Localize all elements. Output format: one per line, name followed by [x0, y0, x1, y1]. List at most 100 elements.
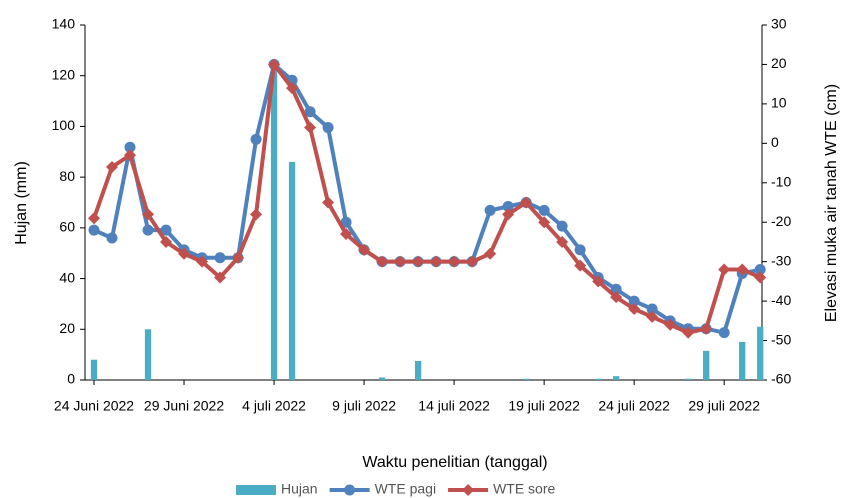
- y2-tick-label: -60: [771, 371, 791, 387]
- x-axis-label: Waktu penelitian (tanggal): [362, 454, 547, 471]
- bar: [685, 378, 692, 380]
- marker: [358, 243, 371, 256]
- y-tick-label: 20: [59, 320, 75, 336]
- marker: [484, 247, 497, 260]
- bar: [739, 341, 746, 380]
- marker: [484, 204, 496, 216]
- legend-label: Hujan: [281, 481, 318, 497]
- x-tick-label: 9 juli 2022: [332, 398, 396, 414]
- marker: [556, 220, 568, 232]
- marker: [754, 271, 767, 284]
- y2-tick-label: -40: [771, 292, 791, 308]
- bar: [414, 360, 422, 380]
- marker: [88, 212, 101, 225]
- marker: [322, 122, 334, 134]
- y-tick-label: 60: [59, 219, 75, 235]
- marker: [520, 196, 533, 209]
- marker: [124, 149, 137, 162]
- y2-axis-label: Elevasi muka air tanah WTE (cm): [823, 84, 840, 322]
- x-tick-label: 24 Juni 2022: [54, 398, 134, 414]
- marker: [340, 228, 353, 241]
- marker: [304, 121, 317, 134]
- x-tick-label: 19 juli 2022: [508, 398, 580, 414]
- marker: [610, 283, 622, 295]
- marker: [178, 247, 191, 260]
- legend-marker: [344, 484, 356, 496]
- x-tick-label: 29 juli 2022: [688, 398, 760, 414]
- marker: [628, 295, 640, 307]
- y2-tick-label: 30: [771, 16, 787, 32]
- bar: [90, 359, 98, 380]
- x-tick-label: 29 Juni 2022: [144, 398, 224, 414]
- marker: [718, 263, 731, 276]
- marker: [106, 232, 118, 244]
- bar: [378, 377, 386, 380]
- bar: [757, 326, 764, 380]
- bar: [613, 376, 620, 380]
- marker: [736, 263, 749, 276]
- marker: [718, 327, 730, 339]
- marker: [106, 161, 119, 173]
- marker: [376, 255, 389, 268]
- y-axis-label: Hujan (mm): [13, 161, 30, 245]
- marker: [574, 244, 586, 256]
- marker: [502, 208, 515, 221]
- marker: [268, 58, 281, 71]
- marker: [646, 310, 659, 323]
- y-tick-label: 100: [52, 117, 76, 133]
- marker: [682, 326, 695, 339]
- marker: [448, 255, 461, 268]
- line: [92, 62, 762, 335]
- x-tick-label: 4 juli 2022: [242, 398, 306, 414]
- y-tick-label: 140: [52, 16, 76, 32]
- marker: [124, 141, 136, 153]
- marker: [412, 255, 425, 268]
- legend-label: WTE pagi: [375, 481, 436, 497]
- y-tick-label: 120: [52, 66, 76, 82]
- marker: [646, 303, 658, 315]
- y-tick-label: 80: [59, 168, 75, 184]
- marker: [160, 224, 172, 236]
- bar: [270, 65, 278, 381]
- marker: [88, 224, 100, 236]
- marker: [700, 322, 713, 335]
- marker: [214, 271, 227, 284]
- marker: [556, 235, 569, 248]
- marker: [340, 216, 352, 228]
- marker: [214, 252, 226, 264]
- marker: [610, 291, 623, 304]
- marker: [628, 303, 641, 315]
- marker: [574, 259, 587, 272]
- y2-tick-label: 10: [771, 95, 787, 111]
- marker: [664, 318, 677, 331]
- marker: [502, 200, 514, 212]
- marker: [466, 255, 479, 268]
- marker: [394, 255, 407, 268]
- y-tick-label: 0: [67, 371, 75, 387]
- y2-tick-label: -10: [771, 173, 791, 189]
- y2-tick-label: -50: [771, 331, 791, 347]
- marker: [232, 251, 245, 264]
- marker: [250, 133, 262, 145]
- bar: [144, 329, 152, 380]
- bar: [288, 161, 296, 380]
- marker: [142, 224, 154, 236]
- marker: [250, 208, 263, 221]
- marker: [142, 208, 155, 221]
- bar: [703, 350, 710, 380]
- y2-tick-label: -20: [771, 213, 791, 229]
- y2-tick-label: 0: [771, 134, 779, 150]
- marker: [592, 275, 605, 288]
- marker: [430, 255, 443, 268]
- marker: [304, 106, 316, 118]
- legend-marker: [462, 484, 475, 496]
- legend-label: WTE sore: [493, 481, 555, 497]
- marker: [754, 264, 766, 276]
- legend-swatch: [236, 485, 276, 495]
- marker: [538, 216, 551, 229]
- marker: [160, 235, 173, 248]
- marker: [286, 82, 299, 95]
- marker: [538, 204, 550, 216]
- bar: [522, 378, 530, 380]
